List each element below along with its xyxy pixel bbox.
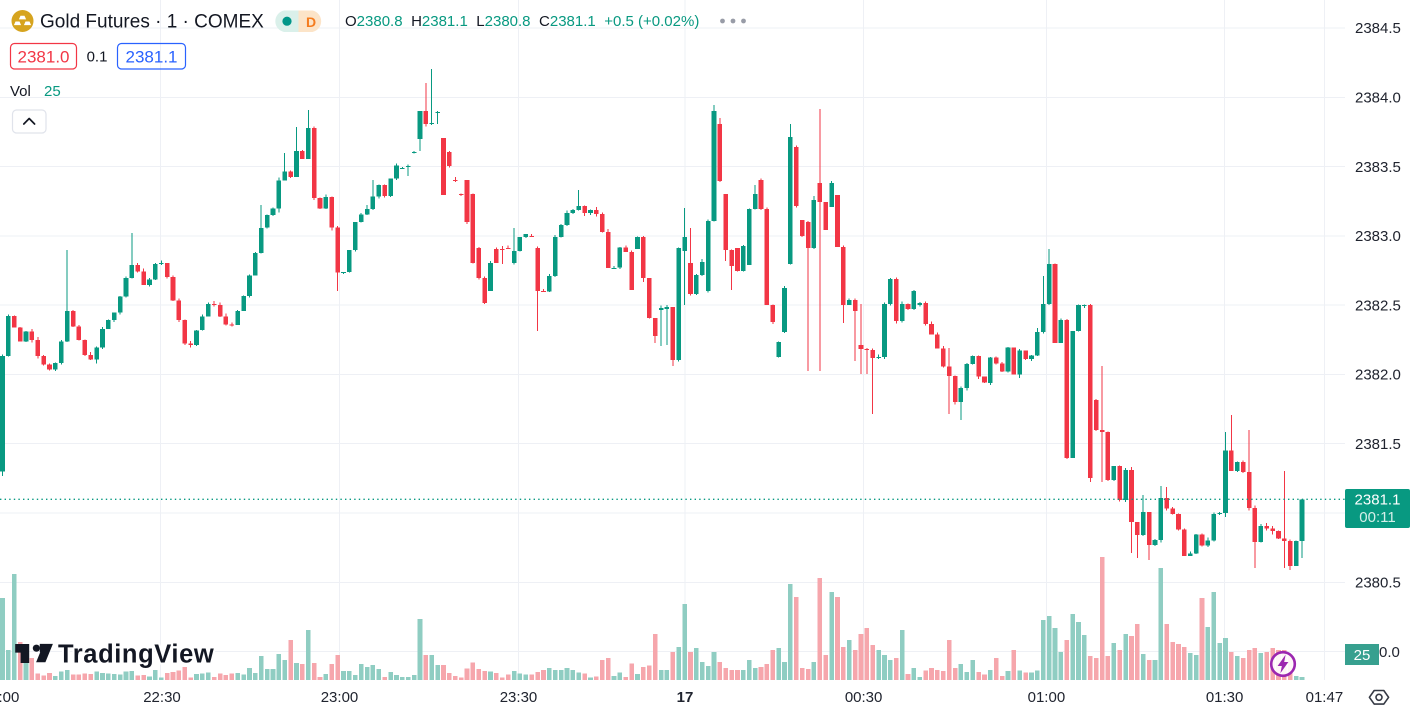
svg-text:2382.0: 2382.0 [1355,367,1401,384]
svg-text:2382.5: 2382.5 [1355,297,1401,314]
svg-text:D: D [306,14,316,30]
svg-text:2381.0: 2381.0 [18,48,70,67]
svg-text:17: 17 [677,689,694,706]
svg-text:2380.5: 2380.5 [1355,575,1401,592]
svg-text:2384.5: 2384.5 [1355,20,1401,37]
svg-text:2381.1: 2381.1 [126,48,178,67]
svg-text:TradingView: TradingView [58,641,214,669]
svg-text:01:00: 01:00 [1028,689,1066,706]
svg-text:2381.5: 2381.5 [1355,436,1401,453]
svg-text:2383.0: 2383.0 [1355,228,1401,245]
svg-text:25: 25 [44,83,61,100]
svg-text:00:30: 00:30 [845,689,883,706]
svg-text:Gold Futures · 1 · COMEX: Gold Futures · 1 · COMEX [40,12,264,33]
svg-text:23:30: 23:30 [500,689,538,706]
svg-text:00:11: 00:11 [1359,509,1395,526]
svg-text:2384.0: 2384.0 [1355,90,1401,107]
svg-text:01:30: 01:30 [1206,689,1244,706]
svg-text:25: 25 [1354,647,1371,664]
svg-text::00: :00 [0,689,19,706]
svg-text:22:30: 22:30 [143,689,181,706]
svg-text:23:00: 23:00 [321,689,359,706]
svg-text:01:47: 01:47 [1306,689,1344,706]
svg-text:2381.1: 2381.1 [1355,492,1401,509]
svg-text:0.1: 0.1 [87,49,108,66]
svg-text:2383.5: 2383.5 [1355,159,1401,176]
svg-text:Vol: Vol [10,83,31,100]
